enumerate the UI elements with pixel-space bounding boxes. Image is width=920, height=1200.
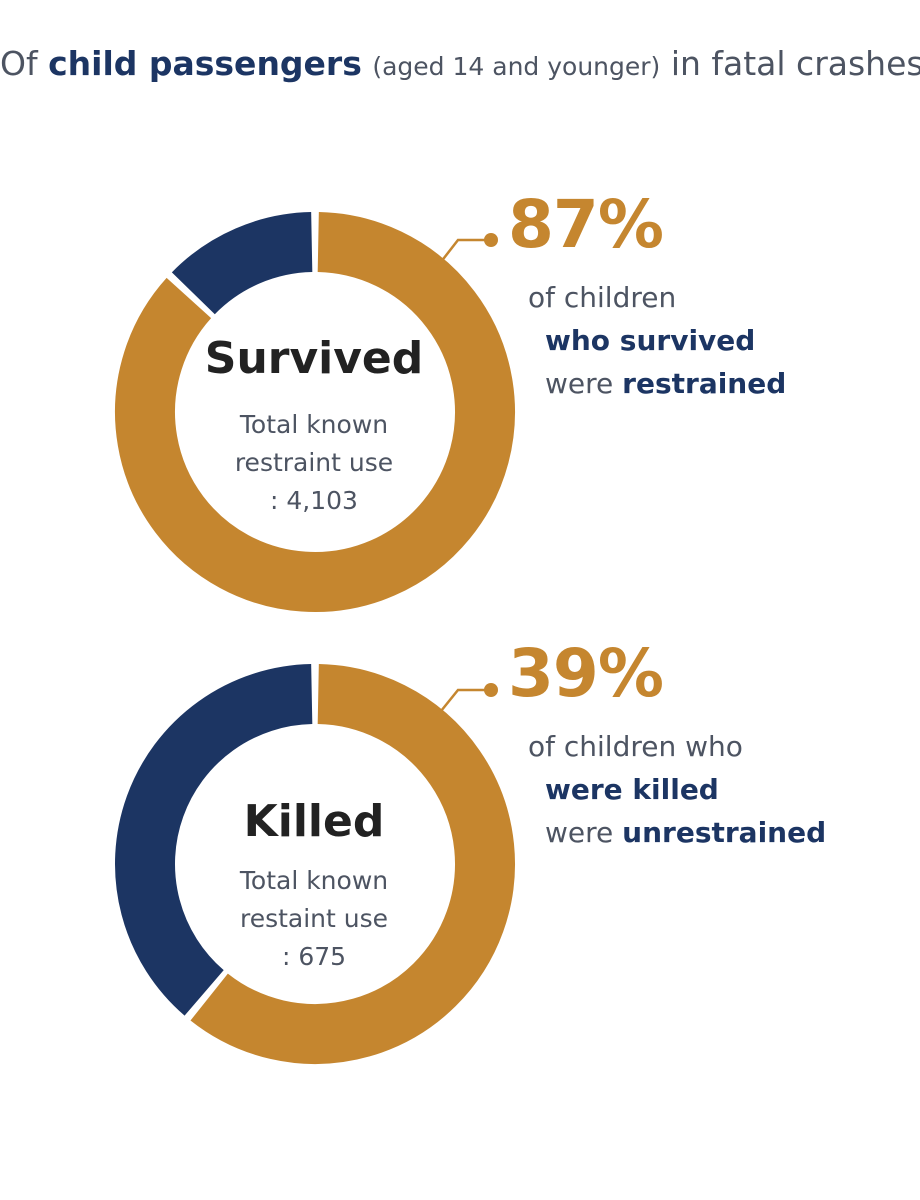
donut-center-label: Killed [243,796,385,847]
callout-line-strong: who survived [545,324,756,357]
donut-slice-secondary [115,664,313,1016]
donut-center-subtext-line: restraint use [234,448,394,477]
callout-line: were [545,367,614,400]
callout-line-strong: were killed [545,773,719,806]
chart-headline: Of child passengers (aged 14 and younger… [0,44,920,83]
donut-center-subtext-line: restaint use [239,904,389,933]
callout-line: were [545,816,614,849]
callout-line: of children who [528,730,743,763]
headline-strong: child passengers [48,44,362,83]
callout-text: of children who were killed were unrestr… [528,725,826,854]
percent-label: 39% [508,635,664,712]
donut-center-subtext-line: : 4,103 [270,486,358,515]
percent-label: 87% [508,186,664,263]
headline-small: (aged 14 and younger) [372,52,661,81]
callout-line-strong: restrained [622,367,787,400]
donut-center-subtext: Total known restaint use : 675 [164,862,464,976]
donut-center-subtext-line: Total known [239,866,389,895]
leader-line [436,688,491,717]
donut-center-subtext-line: : 675 [281,942,347,971]
donut-slice-primary [115,212,515,612]
donut-center-label: Survived [204,333,424,384]
leader-dot [484,233,498,247]
donut-slice-secondary [171,212,314,315]
headline-prefix: Of [0,44,38,83]
callout-text: of children who survived were restrained [528,276,786,405]
donut-slice-primary [190,664,515,1064]
callout-line-strong: unrestrained [622,816,827,849]
donut-center-subtext: Total known restraint use : 4,103 [164,406,464,520]
headline-suffix: in fatal crashes: [670,44,920,83]
leader-dot [484,683,498,697]
callout-line: of children [528,281,677,314]
leader-line [436,238,491,268]
donut-center-subtext-line: Total known [239,410,389,439]
